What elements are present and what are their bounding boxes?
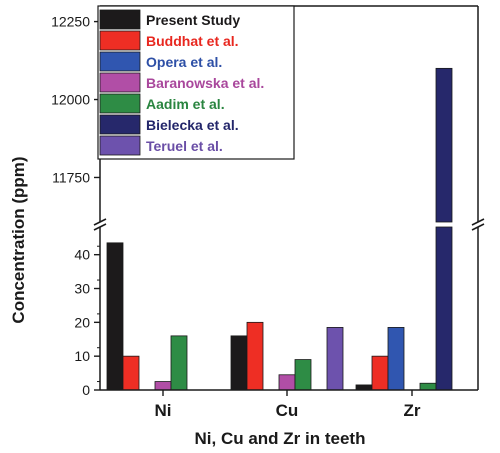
- bar-baranowska-et-al-cu: [278, 374, 296, 391]
- y-axis-break-left: [93, 218, 107, 231]
- x-axis-title: Ni, Cu and Zr in teeth: [195, 429, 366, 448]
- axes: 0 10 20 30 40 11750 12000 12250 Ni Cu Zr: [51, 5, 485, 420]
- x-tick-label: Ni: [155, 401, 172, 420]
- bar-buddhat-et-al-cu: [246, 321, 264, 391]
- bar-teruel-et-al-cu: [326, 327, 344, 391]
- bar-segment-upper: [435, 67, 453, 223]
- y-tick-label: 30: [74, 281, 90, 297]
- legend-swatch: [99, 93, 141, 114]
- bar-present-study-zr: [355, 384, 373, 391]
- bar-buddhat-et-al-ni: [122, 355, 140, 391]
- legend-label: Aadim et al.: [146, 96, 225, 112]
- y-tick-label: 40: [74, 247, 90, 263]
- y-tick-label: 12250: [51, 14, 90, 30]
- bar-buddhat-et-al-zr: [371, 355, 389, 391]
- legend-swatch: [99, 30, 141, 51]
- bar-aadim-et-al-cu: [294, 359, 312, 391]
- bar-aadim-et-al-zr: [419, 382, 437, 391]
- legend-label: Present Study: [146, 12, 240, 28]
- bar-present-study-ni: [106, 242, 124, 391]
- bar-present-study-cu: [230, 335, 248, 391]
- bar-baranowska-et-al-ni: [154, 381, 172, 391]
- bar-segment-lower: [435, 226, 453, 391]
- plot-area: [106, 67, 453, 391]
- y-tick-label: 0: [82, 382, 90, 398]
- break-mark-upper: [93, 218, 107, 226]
- y-tick-label: 20: [74, 314, 90, 330]
- y-tick-label: 10: [74, 348, 90, 364]
- y-axis-title: Concentration (ppm): [9, 156, 28, 323]
- legend-label: Buddhat et al.: [146, 33, 239, 49]
- break-mark-lower: [471, 223, 485, 231]
- y-tick-label: 12000: [51, 92, 90, 108]
- legend-swatch: [99, 72, 141, 93]
- y-tick-label: 11750: [52, 169, 90, 185]
- bar-opera-et-al-zr: [387, 327, 405, 391]
- break-mark-lower: [93, 223, 107, 231]
- legend-label: Baranowska et al.: [146, 75, 264, 91]
- x-tick-label: Cu: [276, 401, 299, 420]
- legend-swatch: [99, 9, 141, 30]
- legend-label: Teruel et al.: [146, 138, 223, 154]
- legend: Present Study Buddhat et al. Opera et al. B…: [97, 5, 295, 160]
- legend-label: Opera et al.: [146, 54, 222, 70]
- legend-swatch: [99, 114, 141, 135]
- y-axis-break-right: [471, 218, 485, 231]
- legend-label: Bielecka et al.: [146, 117, 239, 133]
- legend-swatch: [99, 135, 141, 156]
- legend-swatch: [99, 51, 141, 72]
- break-mark-upper: [471, 218, 485, 226]
- x-tick-label: Zr: [404, 401, 421, 420]
- bar-bielecka-et-al-zr: [435, 67, 453, 391]
- bar-aadim-et-al-ni: [170, 335, 188, 391]
